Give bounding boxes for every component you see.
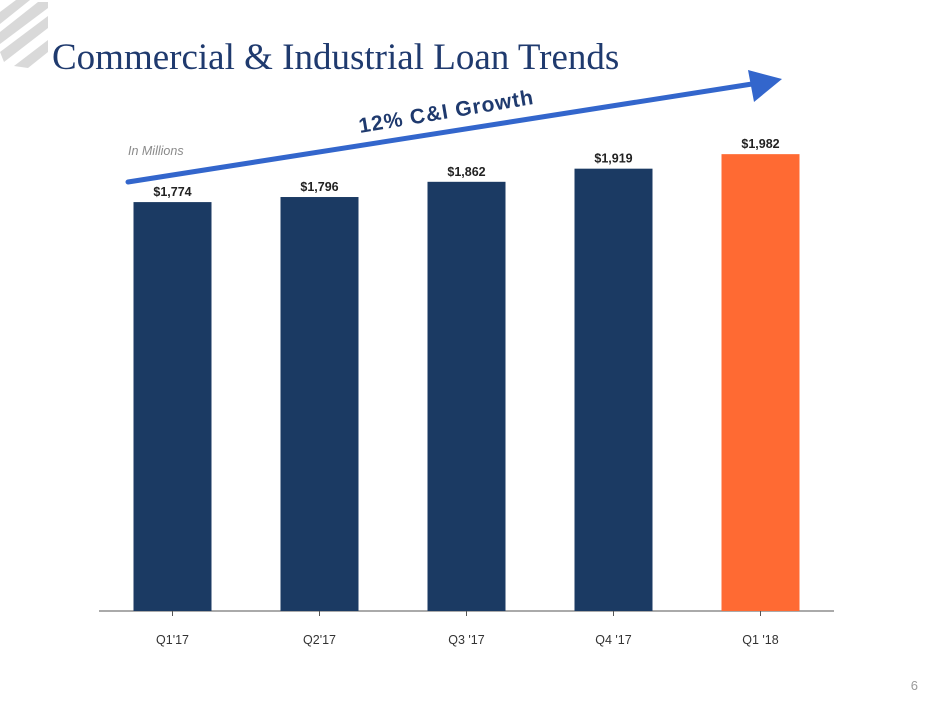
x-tick-label: Q1'17 [156,633,189,647]
bar-value-label: $1,774 [153,185,191,199]
bars-layer [133,154,800,612]
bar-4 [721,154,800,612]
x-tick-label: Q1 '18 [742,633,778,647]
growth-arrow-icon [125,70,782,185]
labels-layer: $1,774 Q1'17 $1,796 Q2'17 $1,862 Q3 '17 $1,919… [153,137,779,647]
unit-note: In Millions [128,144,184,158]
x-tick-label: Q2'17 [303,633,336,647]
bar-value-label: $1,982 [741,137,779,151]
bar-0 [133,202,212,611]
bar-value-label: $1,796 [300,180,338,194]
x-tick-label: Q4 '17 [595,633,631,647]
bar-2 [427,181,506,611]
page-title: Commercial & Industrial Loan Trends [52,37,620,78]
bar-1 [280,197,359,611]
x-tick-label: Q3 '17 [448,633,484,647]
bar-value-label: $1,919 [594,152,632,166]
logo-stripes-icon [0,0,48,68]
page-number: 6 [910,678,918,693]
bar-value-label: $1,862 [447,165,485,179]
bar-3 [574,168,653,611]
